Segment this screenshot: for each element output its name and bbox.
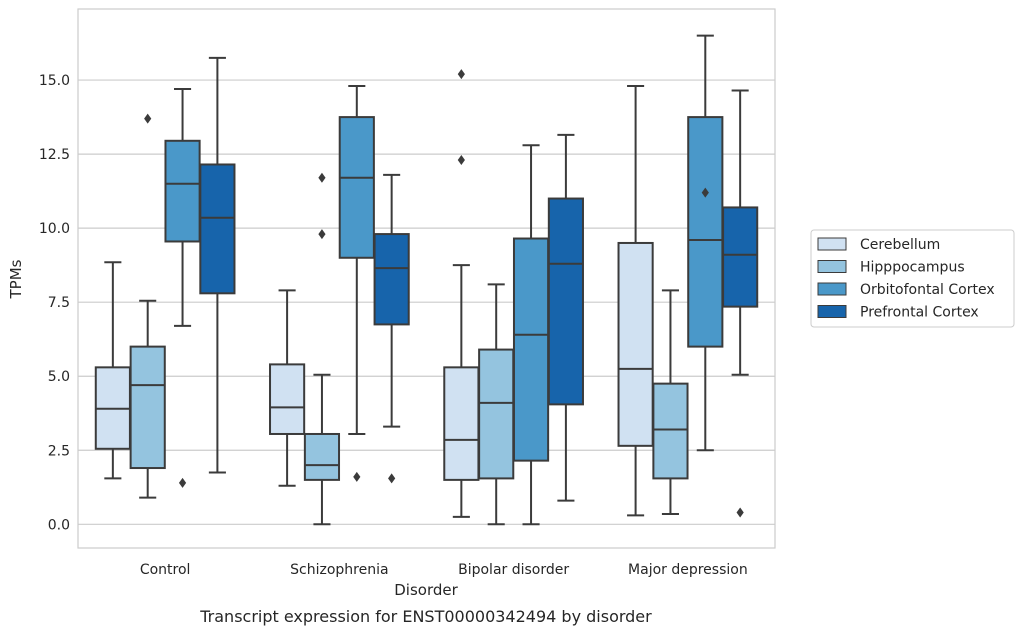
outlier-point: [318, 229, 326, 240]
box-hipppocampus-schizophrenia: [303, 172, 341, 526]
box-orbitofontal-cortex-schizophrenia: [338, 85, 375, 482]
x-tick-label: Major depression: [628, 562, 748, 578]
box-cerebellum-major-depression: [617, 85, 654, 517]
box-iqr: [303, 432, 341, 481]
legend-frame: [810, 229, 1015, 328]
box-hipppocampus-control: [129, 113, 166, 499]
x-axis-label: Disorder: [394, 581, 458, 599]
y-tick-label: 15.0: [39, 73, 70, 89]
y-tick-label: 12.5: [39, 147, 70, 163]
y-tick-label: 5.0: [48, 369, 70, 385]
box-iqr: [129, 345, 166, 470]
box-iqr: [687, 116, 724, 348]
boxes-layer: [94, 34, 759, 526]
outlier-point: [457, 69, 465, 80]
outlier-point: [178, 477, 187, 488]
plot-area-frame: [77, 8, 776, 549]
outlier-point: [701, 187, 709, 198]
y-tick-label: 10.0: [39, 221, 70, 237]
legend-label: Prefrontal Cortex: [860, 305, 979, 321]
legend-swatch: [817, 305, 847, 318]
box-prefrontal-cortex-control: [199, 56, 236, 474]
box-iqr: [443, 366, 480, 481]
x-tick-label: Schizophrenia: [290, 562, 388, 578]
y-axis-label: TPMs: [7, 259, 25, 299]
box-iqr: [478, 348, 515, 480]
box-cerebellum-control: [94, 261, 131, 480]
legend-item-prefrontal-cortex: Prefrontal Cortex: [817, 305, 979, 321]
box-iqr: [722, 206, 759, 308]
legend-label: Hipppocampus: [860, 260, 965, 276]
legend-label: Orbitofontal Cortex: [860, 282, 995, 298]
legend: Cerebellum Hipppocampus Orbitofontal Corte…: [810, 229, 1015, 328]
box-orbitofontal-cortex-control: [164, 87, 201, 488]
box-iqr: [512, 237, 550, 462]
box-iqr: [199, 163, 236, 295]
box-iqr: [164, 139, 201, 243]
outlier-point: [353, 471, 361, 482]
box-prefrontal-cortex-major-depression: [722, 89, 759, 518]
outlier-point: [144, 113, 152, 124]
chart-caption: Transcript expression for ENST0000034249…: [199, 607, 652, 626]
x-tick-labels: Control Schizophrenia Bipolar disorder Majo…: [140, 562, 748, 578]
outlier-point: [388, 473, 396, 484]
legend-swatch: [817, 260, 847, 273]
x-tick-label: Bipolar disorder: [458, 562, 569, 578]
y-tick-labels: 0.0 2.5 5.0 7.5 10.0 12.5 15.0: [39, 73, 70, 533]
legend-item-cerebellum: Cerebellum: [817, 237, 940, 253]
box-hipppocampus-bipolar-disorder: [478, 283, 515, 526]
legend-swatch: [817, 282, 847, 296]
box-cerebellum-bipolar-disorder: [443, 69, 480, 518]
y-tick-label: 2.5: [48, 443, 70, 459]
y-tick-label: 0.0: [48, 517, 70, 533]
box-hipppocampus-major-depression: [652, 289, 689, 515]
box-orbitofontal-cortex-bipolar-disorder: [512, 144, 550, 526]
box-prefrontal-cortex-bipolar-disorder: [547, 133, 584, 502]
legend-item-orbitofontal-cortex: Orbitofontal Cortex: [817, 282, 995, 298]
legend-label: Cerebellum: [860, 237, 940, 253]
outlier-point: [736, 507, 744, 518]
box-orbitofontal-cortex-major-depression: [687, 34, 724, 452]
box-iqr: [547, 197, 584, 406]
outlier-point: [457, 155, 465, 166]
legend-item-hipppocampus: Hipppocampus: [817, 260, 965, 276]
legend-swatch: [817, 237, 847, 251]
box-iqr: [617, 241, 654, 447]
box-iqr: [373, 233, 410, 326]
box-iqr: [338, 116, 375, 259]
box-iqr: [269, 363, 306, 435]
x-tick-label: Control: [140, 562, 191, 578]
outlier-point: [318, 172, 326, 183]
box-iqr: [652, 382, 689, 480]
box-cerebellum-schizophrenia: [269, 289, 306, 487]
box-prefrontal-cortex-schizophrenia: [373, 173, 410, 484]
y-tick-label: 7.5: [48, 295, 70, 311]
